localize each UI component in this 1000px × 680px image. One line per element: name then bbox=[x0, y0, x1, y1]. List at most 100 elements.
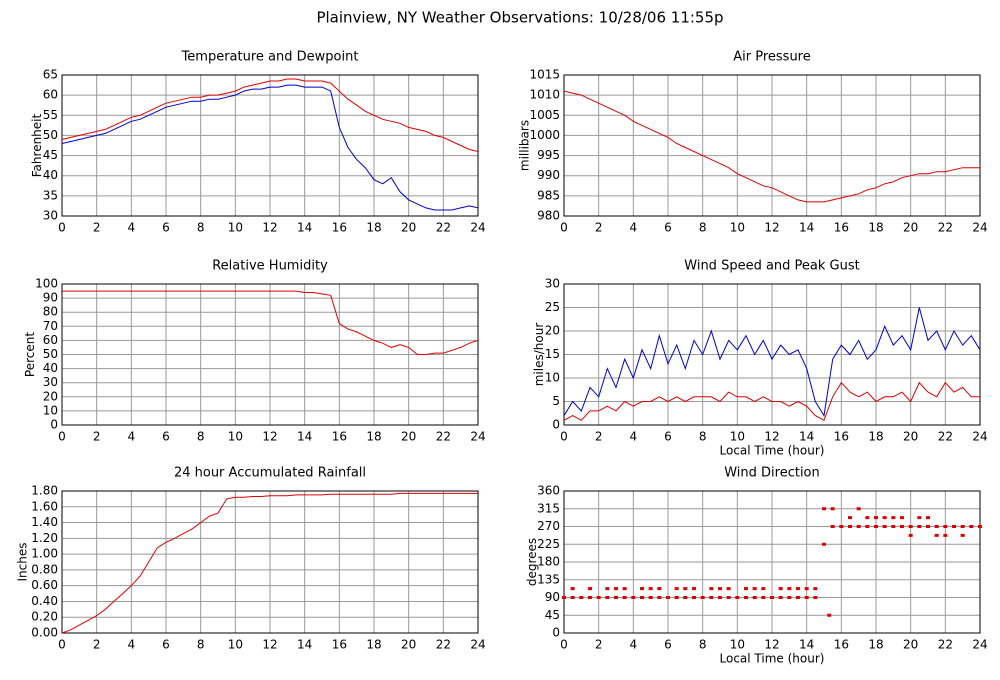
data-point bbox=[640, 596, 644, 599]
x-tick-label: 18 bbox=[868, 221, 883, 235]
x-tick-label: 12 bbox=[262, 221, 277, 235]
data-point bbox=[709, 587, 714, 591]
data-point bbox=[614, 596, 618, 599]
x-tick-label: 20 bbox=[401, 638, 416, 652]
y-axis-label: miles/hour bbox=[532, 323, 546, 387]
x-tick-label: 10 bbox=[228, 638, 243, 652]
y-tick-label: 1.20 bbox=[31, 531, 58, 545]
data-point bbox=[943, 533, 948, 537]
data-point bbox=[796, 596, 800, 599]
x-tick-label: 4 bbox=[128, 638, 136, 652]
chart-title: Wind Direction bbox=[724, 466, 820, 481]
data-point bbox=[631, 596, 636, 599]
x-tick-label: 24 bbox=[972, 221, 987, 235]
y-tick-label: 1.80 bbox=[31, 484, 58, 498]
data-point bbox=[891, 525, 896, 528]
data-line bbox=[62, 290, 479, 355]
data-point bbox=[917, 516, 922, 520]
x-tick-label: 0 bbox=[58, 221, 66, 235]
data-point bbox=[830, 507, 835, 511]
data-point bbox=[648, 596, 653, 599]
y-tick-label: 30 bbox=[545, 277, 560, 291]
data-point bbox=[839, 525, 844, 528]
y-axis-label: Inches bbox=[16, 543, 30, 582]
data-point bbox=[960, 533, 965, 537]
y-tick-label: 100 bbox=[35, 277, 58, 291]
x-tick-label: 10 bbox=[730, 430, 745, 444]
data-point bbox=[960, 525, 965, 528]
data-point bbox=[778, 596, 783, 599]
data-point bbox=[874, 516, 878, 520]
y-tick-label: 55 bbox=[43, 108, 58, 122]
x-tick-label: 6 bbox=[162, 221, 170, 235]
data-point bbox=[588, 587, 592, 591]
x-tick-label: 20 bbox=[903, 638, 918, 652]
data-point bbox=[830, 525, 835, 528]
data-point bbox=[744, 596, 748, 599]
x-tick-label: 20 bbox=[401, 221, 416, 235]
x-tick-label: 14 bbox=[297, 430, 312, 444]
data-point bbox=[900, 516, 904, 520]
x-tick-label: 10 bbox=[730, 221, 745, 235]
data-point bbox=[562, 596, 566, 599]
x-tick-label: 4 bbox=[128, 430, 136, 444]
x-tick-label: 6 bbox=[664, 430, 672, 444]
x-tick-label: 22 bbox=[436, 430, 451, 444]
data-point bbox=[926, 525, 930, 528]
y-tick-label: 20 bbox=[43, 389, 58, 403]
x-tick-label: 0 bbox=[58, 430, 66, 444]
y-tick-label: 1010 bbox=[529, 88, 560, 102]
x-tick-label: 10 bbox=[730, 638, 745, 652]
plot-frame bbox=[61, 74, 479, 217]
y-tick-label: 30 bbox=[43, 209, 58, 223]
x-tick-label: 14 bbox=[799, 221, 814, 235]
data-point bbox=[978, 525, 982, 528]
data-point bbox=[666, 596, 670, 599]
y-tick-label: 0.80 bbox=[31, 562, 58, 576]
x-tick-label: 2 bbox=[595, 221, 603, 235]
x-tick-label: 12 bbox=[262, 638, 277, 652]
y-axis-label: Fahrenheit bbox=[30, 113, 44, 177]
y-tick-label: 0.00 bbox=[31, 626, 58, 640]
data-point bbox=[865, 516, 870, 520]
y-tick-label: 60 bbox=[43, 333, 58, 347]
data-point bbox=[744, 587, 748, 591]
y-tick-label: 50 bbox=[43, 128, 58, 142]
data-point bbox=[726, 596, 731, 599]
chart-title: Temperature and Dewpoint bbox=[181, 50, 359, 65]
x-tick-label: 18 bbox=[366, 638, 381, 652]
y-tick-label: 360 bbox=[537, 484, 560, 498]
x-tick-label: 8 bbox=[699, 221, 707, 235]
data-point bbox=[796, 587, 800, 591]
x-tick-label: 24 bbox=[470, 221, 485, 235]
plot-frame bbox=[563, 490, 981, 634]
chart-title: Air Pressure bbox=[733, 50, 811, 65]
chart-title: 24 hour Accumulated Rainfall bbox=[174, 466, 366, 481]
data-point bbox=[908, 533, 913, 537]
x-tick-label: 22 bbox=[436, 221, 451, 235]
x-tick-label: 2 bbox=[93, 221, 101, 235]
y-tick-label: 985 bbox=[537, 188, 560, 202]
x-tick-label: 22 bbox=[436, 638, 451, 652]
data-point bbox=[908, 525, 913, 528]
data-point bbox=[596, 596, 601, 599]
data-point bbox=[787, 596, 792, 599]
data-point bbox=[718, 587, 722, 591]
y-tick-label: 10 bbox=[545, 371, 560, 385]
y-tick-label: 70 bbox=[43, 319, 58, 333]
y-tick-label: 45 bbox=[545, 608, 560, 622]
data-point bbox=[570, 587, 575, 591]
x-tick-label: 18 bbox=[868, 430, 883, 444]
plot-frame bbox=[61, 490, 479, 634]
data-point bbox=[657, 587, 662, 591]
x-tick-label: 4 bbox=[630, 638, 638, 652]
x-tick-label: 12 bbox=[764, 430, 779, 444]
y-tick-label: 0.20 bbox=[31, 610, 58, 624]
y-tick-label: 270 bbox=[537, 519, 560, 533]
y-tick-label: 315 bbox=[537, 501, 560, 515]
y-tick-label: 0 bbox=[50, 418, 58, 432]
y-tick-label: 1000 bbox=[529, 128, 560, 142]
data-point bbox=[865, 525, 870, 528]
data-point bbox=[622, 596, 627, 599]
